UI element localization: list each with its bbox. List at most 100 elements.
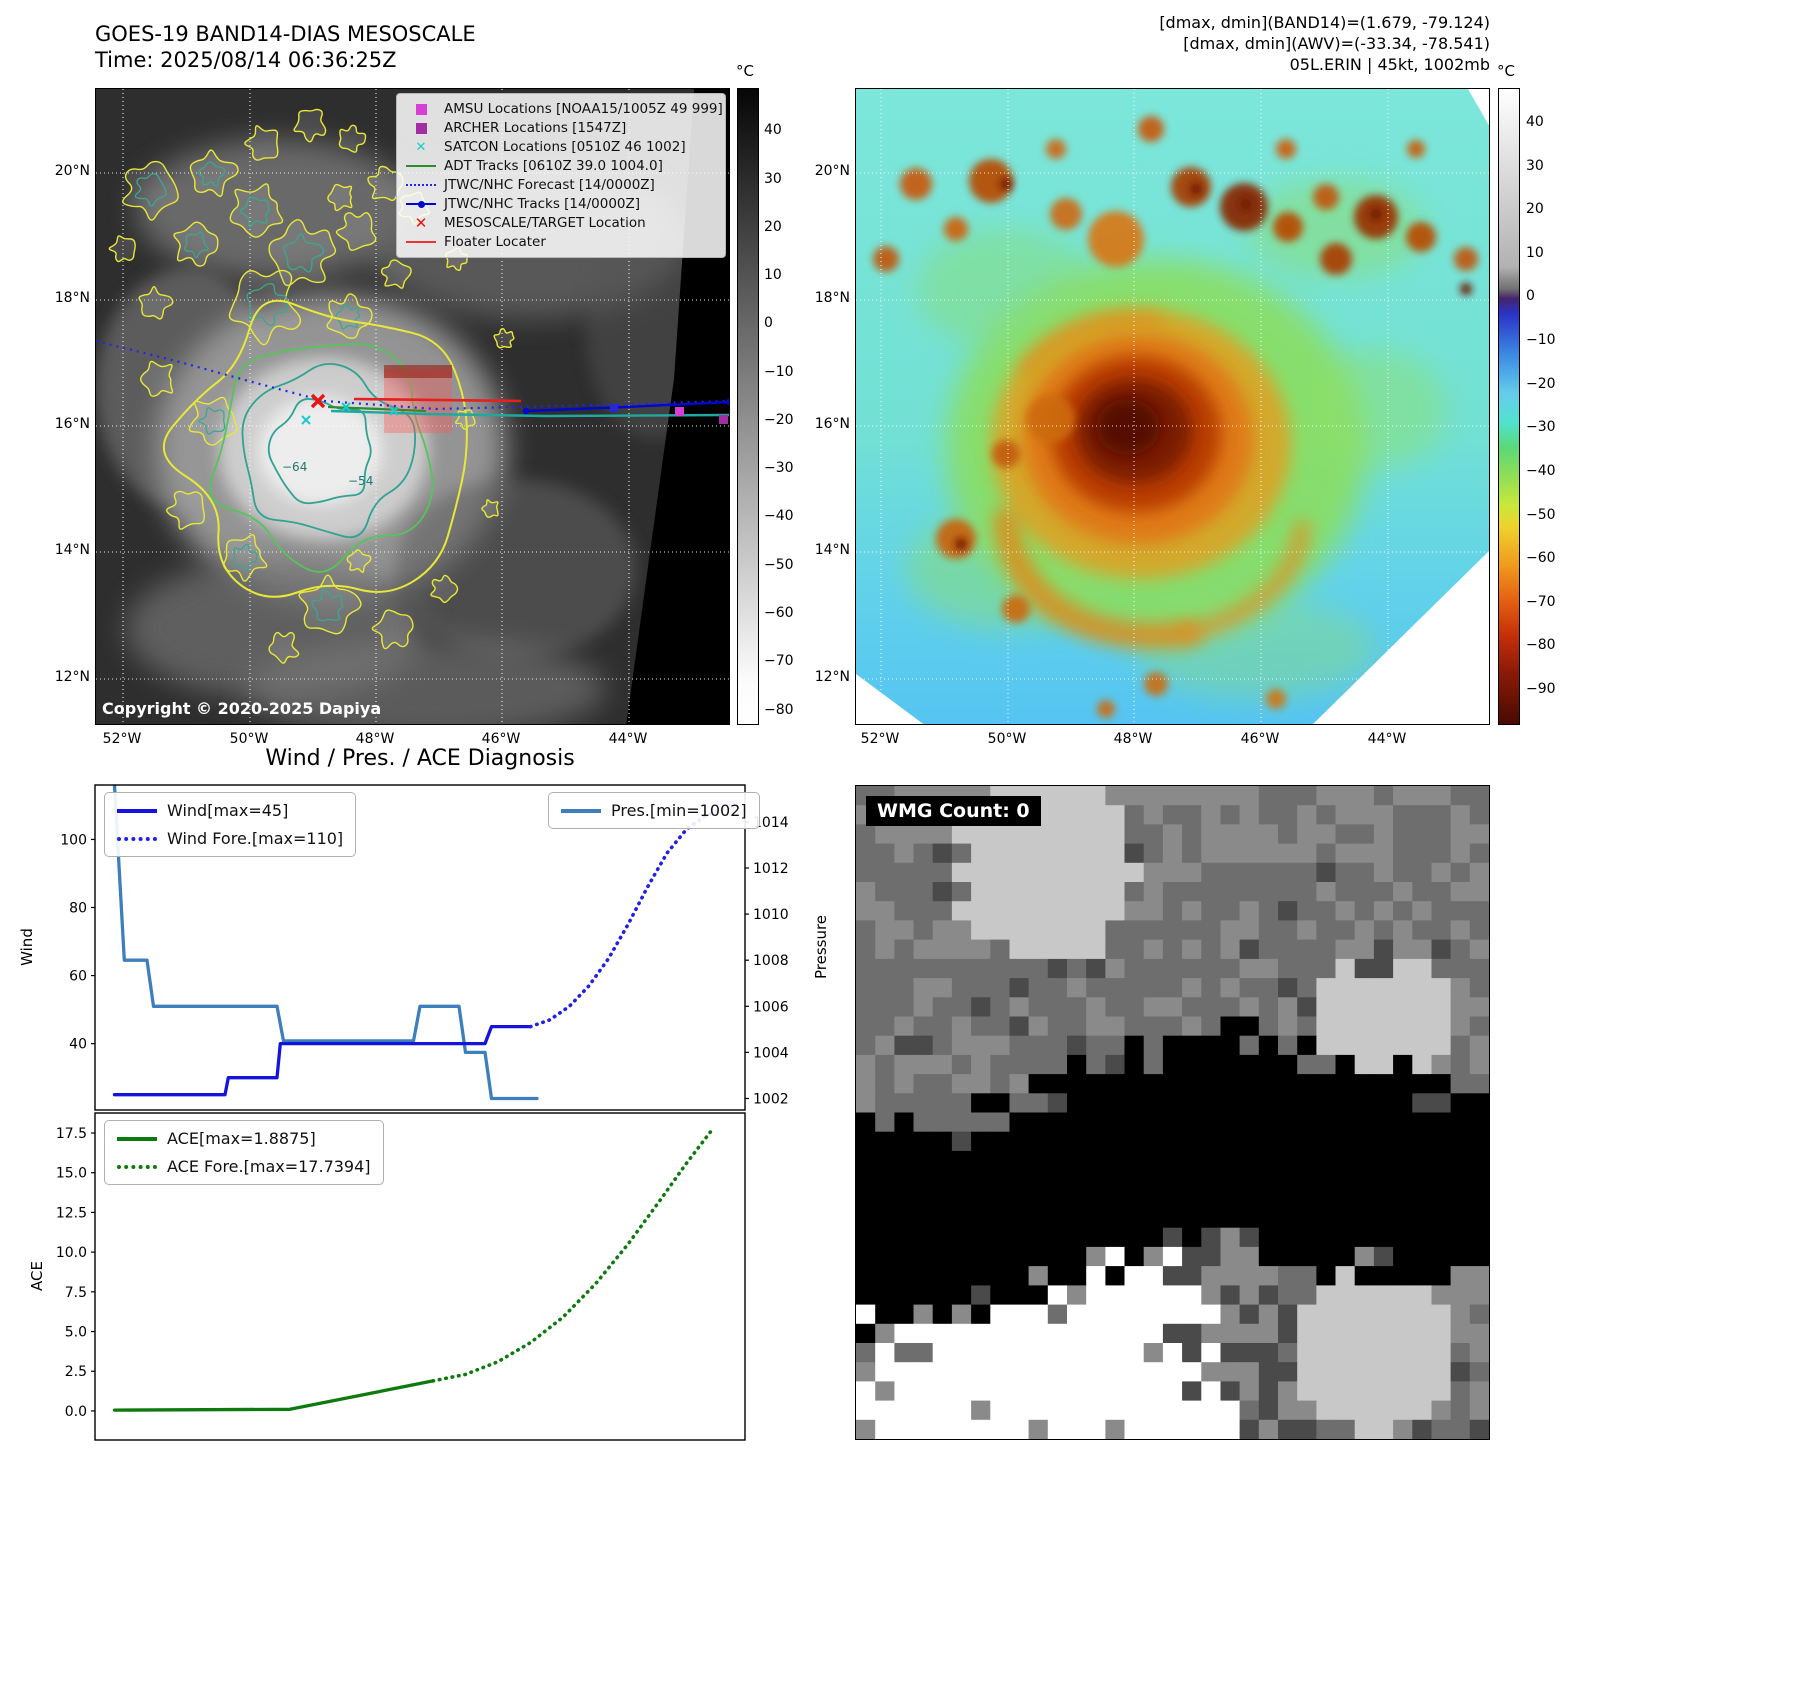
lon-tick-label: 48°W <box>1113 731 1153 747</box>
colorbar-tick-label: −20 <box>764 411 794 428</box>
colorbar-tick-label: 40 <box>764 122 782 139</box>
map-legend-item: ✕ SATCON Locations [0510Z 46 1002] <box>406 139 716 155</box>
pressure-axis-label: Pressure <box>812 915 830 979</box>
series-pressure-min1002 <box>112 785 539 1101</box>
colorbar-tick-label: −50 <box>764 556 794 573</box>
awv-header: [dmax, dmin](BAND14)=(1.679, -79.124) [dm… <box>1159 12 1490 75</box>
cloud-contour <box>493 327 515 349</box>
colorbar-tick-label: −10 <box>1526 332 1556 349</box>
amsu-marker <box>675 407 684 416</box>
satcon-x-icon <box>389 406 399 416</box>
colorbar-tick-label: −90 <box>1526 681 1556 698</box>
cloud-contour <box>138 286 174 320</box>
cloud-contour <box>139 360 174 397</box>
cloud-contour <box>189 149 239 197</box>
band14-map: −64 −54 AMSU Locations [NOAA15/1005Z 49 9… <box>95 88 730 725</box>
lon-tick-label: 48°W <box>355 731 395 747</box>
legend-row: Wind[max=45] <box>117 801 343 820</box>
cloud-contour <box>338 124 367 153</box>
colorbar-tick-label: 30 <box>764 170 782 187</box>
contour-label: −54 <box>348 474 373 488</box>
map-legend-item: JTWC/NHC Tracks [14/0000Z] <box>406 196 716 212</box>
wmg-pixel-image <box>856 786 1489 1439</box>
track-square-marker <box>610 404 618 412</box>
series-wind-max45 <box>112 1024 533 1097</box>
lat-tick-label: 20°N <box>814 163 850 179</box>
archer-marker <box>719 415 728 424</box>
map-legend-label: JTWC/NHC Forecast [14/0000Z] <box>444 177 655 193</box>
spiral-arm <box>993 508 1201 649</box>
colorbar-tick-label: −40 <box>1526 462 1556 479</box>
colorbar-tick-label: 0 <box>764 315 773 332</box>
legend-label: Pres.[min=1002] <box>611 801 747 820</box>
y-tick-label: 1008 <box>753 953 789 969</box>
lon-tick-label: 52°W <box>102 731 142 747</box>
cloud-contour <box>244 125 279 161</box>
awv-colorbar <box>1498 88 1520 725</box>
map-legend-label: Floater Locater <box>444 234 546 250</box>
y-tick-label: 40 <box>69 1037 87 1053</box>
awv-satellite-image <box>856 89 1489 724</box>
lon-tick-label: 46°W <box>481 731 521 747</box>
lat-tick-label: 12°N <box>54 669 90 685</box>
colorbar-tick-label: 10 <box>764 267 782 284</box>
satcon-x-icon <box>341 402 351 412</box>
diagnosis-charts: 100 80 60 40 1014 1012 1010 1008 1006 1004 1002 17.… <box>18 784 830 1441</box>
map-legend-label: AMSU Locations [NOAA15/1005Z 49 999] <box>444 101 723 117</box>
map-legend-label: SATCON Locations [0510Z 46 1002] <box>444 139 686 155</box>
colorbar-tick-label: −80 <box>1526 637 1556 654</box>
legend-row: Wind Fore.[max=110] <box>117 829 343 848</box>
lon-tick-label: 52°W <box>860 731 900 747</box>
dotted-line-icon <box>117 836 157 841</box>
map-legend-item: ARCHER Locations [1547Z] <box>406 120 716 136</box>
line-icon <box>406 197 436 211</box>
y-tick-label: 10.0 <box>56 1245 87 1261</box>
colorbar-tick-label: −60 <box>764 605 794 621</box>
awv-map <box>855 88 1490 725</box>
y-tick-label: 100 <box>60 832 87 848</box>
lon-tick-label: 46°W <box>1240 731 1280 747</box>
map-legend-item: ✕ MESOSCALE/TARGET Location <box>406 214 716 232</box>
y-tick-label: 12.5 <box>56 1205 87 1221</box>
colorbar-tick-label: −10 <box>764 363 794 380</box>
y-tick-label: 1010 <box>753 907 789 923</box>
x-marker-icon: ✕ <box>414 214 428 232</box>
lat-tick-label: 18°N <box>54 290 90 306</box>
x-marker-icon: ✕ <box>415 139 427 155</box>
line-icon <box>117 1136 157 1141</box>
lat-tick-label: 18°N <box>814 290 850 306</box>
colorbar-tick-label: −70 <box>764 653 794 670</box>
colorbar-tick-label: 20 <box>764 218 782 235</box>
colorbar-tick-label: −40 <box>764 508 794 525</box>
y-tick-label: 7.5 <box>65 1285 87 1301</box>
band14-colorbar <box>737 88 759 725</box>
y-tick-label: 1006 <box>753 999 789 1015</box>
cloud-contour <box>228 269 302 346</box>
wind-axis-label: Wind <box>18 928 36 966</box>
colorbar-tick-label: −30 <box>1526 419 1556 436</box>
square-marker-icon <box>406 102 436 116</box>
y-tick-label: 2.5 <box>65 1364 87 1380</box>
cloud-contour <box>481 499 499 518</box>
colorbar-tick-label: −70 <box>1526 593 1556 610</box>
storm-contour-outer <box>163 299 468 598</box>
cloud-contour <box>122 160 179 221</box>
storm-core <box>1096 399 1160 455</box>
wmg-count-label: WMG Count: 0 <box>866 796 1041 826</box>
y-tick-label: 17.5 <box>56 1126 87 1142</box>
cloud-contour <box>346 549 372 573</box>
series-ace-forecast-max17-7394 <box>431 1127 715 1383</box>
map-legend-item: ADT Tracks [0610Z 39.0 1004.0] <box>406 158 716 174</box>
legend-label: ACE Fore.[max=17.7394] <box>167 1157 371 1176</box>
wmg-panel: WMG Count: 0 <box>855 785 1490 1440</box>
awv-header-line: [dmax, dmin](BAND14)=(1.679, -79.124) <box>1159 13 1490 32</box>
cloud-contour <box>223 534 268 582</box>
map-legend-label: ADT Tracks [0610Z 39.0 1004.0] <box>444 158 663 174</box>
y-tick-label: 80 <box>69 901 87 917</box>
band14-time: Time: 2025/08/14 06:36:25Z <box>95 48 397 72</box>
map-legend-item: Floater Locater <box>406 234 716 250</box>
map-legend-label: MESOSCALE/TARGET Location <box>444 215 646 231</box>
cloud-contour <box>430 574 459 604</box>
cloud-contour <box>335 212 377 251</box>
